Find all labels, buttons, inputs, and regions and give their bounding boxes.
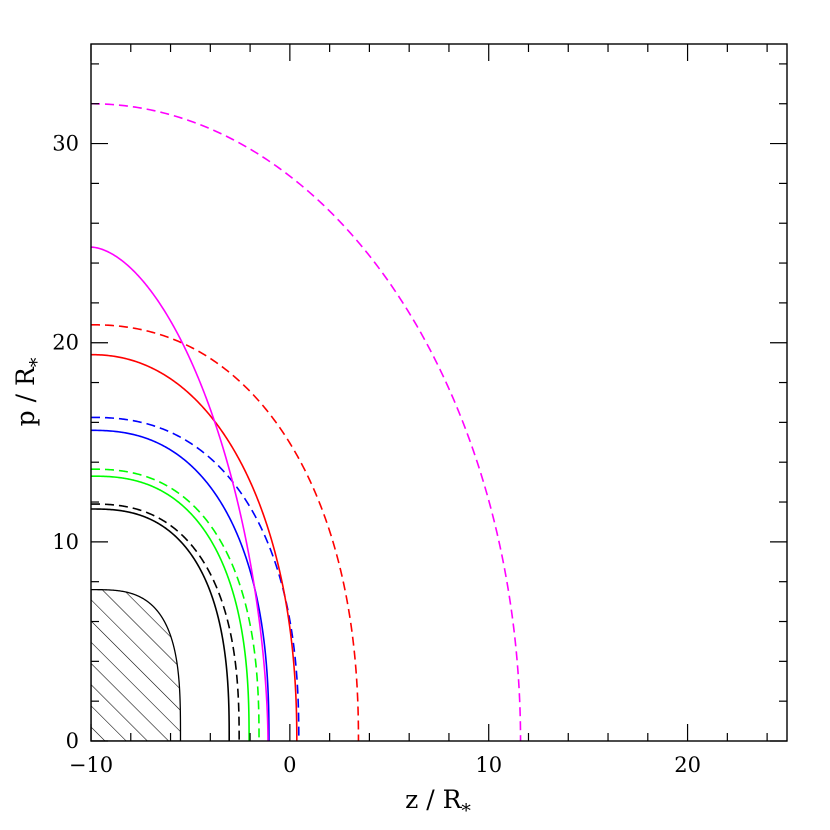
x-tick-label: 10 <box>475 753 502 777</box>
series-line-1 <box>91 508 231 741</box>
y-tick-label: 0 <box>66 729 79 753</box>
x-tick-label: 20 <box>674 753 701 777</box>
plot-frame <box>90 43 788 742</box>
y-tick-label: 20 <box>52 331 79 355</box>
axis-ticks <box>90 44 787 742</box>
series-line-6 <box>91 416 300 741</box>
series-line-10 <box>91 102 522 741</box>
series-line-3 <box>91 475 250 741</box>
series-layer <box>91 102 522 741</box>
plot-border <box>90 43 788 742</box>
series-line-7 <box>91 353 298 741</box>
x-axis-label: z / R* <box>405 785 471 822</box>
y-tick-label: 30 <box>52 132 79 156</box>
series-line-5 <box>91 429 270 741</box>
series-line-4 <box>91 468 260 741</box>
y-axis-label: p / R* <box>11 357 48 426</box>
y-tick-label: 10 <box>52 530 79 554</box>
hatched-core-shape <box>91 589 182 741</box>
x-tick-label: −10 <box>69 753 113 777</box>
x-tick-label: 0 <box>283 753 296 777</box>
hatched-core-region <box>91 589 182 741</box>
series-line-9 <box>91 246 269 741</box>
series-line-2 <box>91 503 240 741</box>
